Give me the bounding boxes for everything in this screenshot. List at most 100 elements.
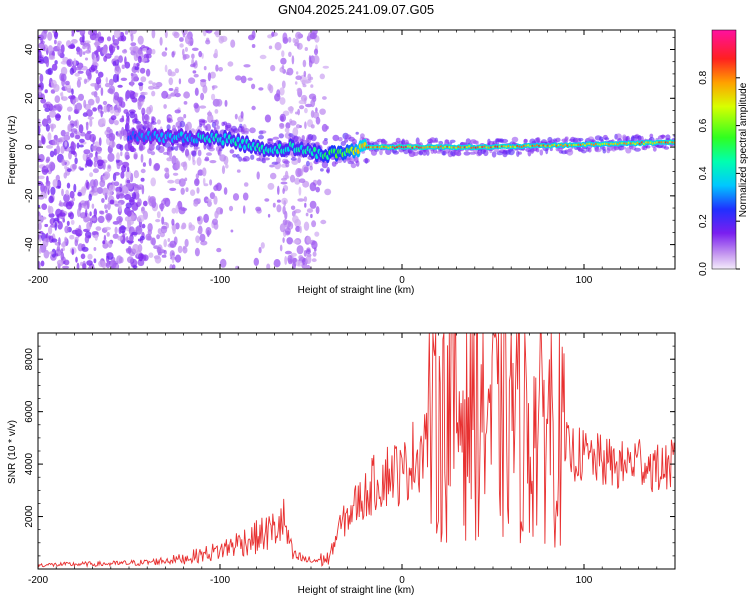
heatmap-cell (167, 238, 171, 242)
heatmap-cell (255, 206, 262, 212)
heatmap-cell (294, 177, 301, 185)
heatmap-cell (116, 216, 123, 223)
heatmap-cell (125, 202, 132, 209)
heatmap-cell (270, 172, 277, 180)
heatmap-cell (124, 162, 130, 168)
heatmap-cell (113, 181, 120, 187)
heatmap-cell (180, 225, 185, 230)
heatmap-cell (74, 72, 80, 77)
heatmap-cell (298, 186, 302, 196)
heatmap-cell (297, 43, 300, 49)
heatmap-cell (118, 226, 122, 235)
heatmap-cell (145, 68, 151, 77)
heatmap-cell (193, 200, 199, 207)
heatmap-cell (55, 174, 60, 182)
heatmap-cell (137, 55, 142, 64)
heatmap-cell (564, 136, 569, 141)
heatmap-cell (297, 198, 305, 202)
heatmap-cell (72, 163, 77, 170)
heatmap-cell (61, 96, 68, 101)
heatmap-cell (535, 147, 540, 153)
heatmap-cell (80, 131, 86, 137)
heatmap-cell (150, 121, 157, 125)
heatmap-cell (164, 47, 168, 51)
heatmap-cell (277, 185, 280, 195)
heatmap-cell (68, 95, 76, 100)
heatmap-cell (106, 36, 112, 42)
heatmap-cell (126, 166, 130, 173)
heatmap-cell (52, 138, 58, 146)
heatmap-cell (69, 67, 75, 75)
heatmap-cell (438, 140, 444, 145)
heatmap-cell (134, 120, 142, 125)
heatmap-cell (179, 43, 184, 48)
heatmap-cell (65, 201, 73, 210)
heatmap-cell (88, 193, 92, 201)
heatmap-cell (103, 55, 108, 62)
heatmap-cell (201, 167, 207, 177)
heatmap-cell (140, 177, 145, 182)
heatmap-cell (141, 112, 145, 122)
heatmap-cell (112, 60, 117, 67)
heatmap-cell (151, 90, 156, 97)
heatmap-cell (141, 207, 145, 212)
heatmap-cell (125, 169, 132, 179)
heatmap-cell (475, 140, 479, 145)
heatmap-cell (100, 87, 104, 96)
heatmap-cell (634, 147, 641, 152)
heatmap-cell (198, 198, 201, 203)
heatmap-cell (281, 177, 287, 181)
heatmap-cell (194, 178, 200, 187)
heatmap-cell (175, 204, 179, 214)
heatmap-cell (38, 125, 41, 135)
y-tick-label: 20 (24, 92, 35, 104)
heatmap-cell (276, 156, 281, 164)
heatmap-cell (364, 157, 368, 164)
heatmap-cell (91, 203, 95, 209)
y-tick-label: 4000 (24, 453, 35, 476)
heatmap-cell (205, 227, 212, 236)
heatmap-cell (108, 85, 116, 95)
heatmap-cell (48, 117, 52, 124)
heatmap-cell (282, 188, 285, 194)
heatmap-cell (145, 114, 150, 122)
heatmap-cell (260, 130, 267, 134)
heatmap-cell (243, 127, 250, 133)
heatmap-cell (131, 202, 139, 211)
heatmap-cell (73, 183, 77, 193)
heatmap-cell (313, 146, 317, 153)
heatmap-cell (174, 92, 181, 98)
heatmap-cell (234, 113, 238, 120)
heatmap-cell (219, 154, 227, 162)
heatmap-cell (48, 213, 55, 218)
heatmap-cell (656, 145, 663, 149)
heatmap-cell (171, 207, 177, 214)
heatmap-cell (128, 199, 135, 203)
heatmap-cell (229, 149, 235, 154)
heatmap-cell (43, 249, 50, 259)
heatmap-cell (236, 169, 241, 173)
heatmap-cell (120, 151, 123, 157)
heatmap-cell (112, 73, 119, 83)
heatmap-cell (40, 191, 46, 198)
heatmap-cell (156, 119, 161, 125)
heatmap-cell (152, 82, 157, 87)
heatmap-cell (146, 122, 153, 130)
heatmap-cell (134, 93, 138, 98)
heatmap-cell (188, 224, 196, 231)
heatmap-cell (115, 159, 120, 163)
heatmap-cell (54, 31, 58, 40)
heatmap-cell (138, 82, 144, 87)
heatmap-cell (280, 57, 287, 65)
heatmap-cell (57, 179, 62, 189)
heatmap-cell (316, 179, 322, 186)
heatmap-cell (92, 56, 98, 66)
heatmap-cell (140, 168, 146, 174)
heatmap-cell (171, 254, 175, 264)
heatmap-cell (87, 98, 95, 106)
heatmap-cell (128, 236, 134, 242)
heatmap-cell (483, 149, 489, 157)
heatmap-cell (89, 172, 94, 178)
heatmap-cell (230, 229, 234, 233)
heatmap-cell (54, 221, 58, 231)
